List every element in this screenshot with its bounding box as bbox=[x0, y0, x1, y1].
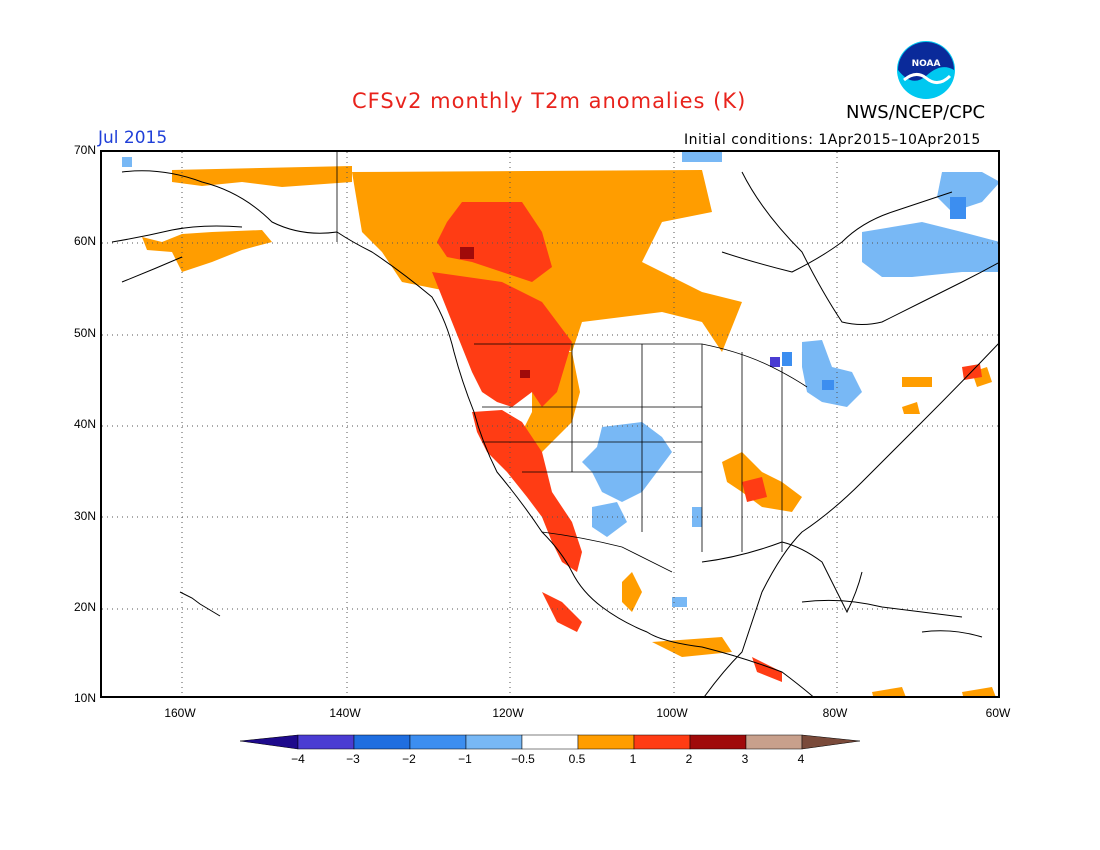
anomaly-map bbox=[100, 150, 1000, 698]
lon-label: 60W bbox=[985, 706, 1011, 720]
map-title: CFSv2 monthly T2m anomalies (K) bbox=[352, 89, 747, 113]
colorbar-label: 0.5 bbox=[568, 752, 586, 766]
svg-text:NOAA: NOAA bbox=[912, 59, 941, 69]
lon-label: 160W bbox=[164, 706, 196, 720]
colorbar-label: −0.5 bbox=[511, 752, 535, 766]
colorbar-label: −1 bbox=[458, 752, 472, 766]
forecast-month: Jul 2015 bbox=[98, 128, 168, 148]
colorbar-segment bbox=[633, 734, 691, 750]
colorbar-label: 1 bbox=[629, 752, 637, 766]
colorbar-segment bbox=[240, 734, 299, 750]
graticule bbox=[102, 152, 998, 696]
colorbar-label: −3 bbox=[346, 752, 360, 766]
map-canvas bbox=[102, 152, 998, 696]
lon-label: 80W bbox=[822, 706, 848, 720]
lat-label: 40N bbox=[73, 417, 96, 431]
anomaly-cool-medium bbox=[782, 197, 966, 390]
colorbar bbox=[240, 734, 861, 750]
colorbar-segment bbox=[689, 734, 747, 750]
colorbar-label: −2 bbox=[402, 752, 416, 766]
lat-label: 10N bbox=[73, 691, 96, 705]
noaa-logo: NOAA bbox=[897, 41, 955, 99]
colorbar-segment bbox=[577, 734, 635, 750]
colorbar-segment bbox=[745, 734, 803, 750]
colorbar-segment bbox=[801, 734, 861, 750]
colorbar-label: 3 bbox=[741, 752, 749, 766]
anomaly-warm-1-2 bbox=[432, 202, 982, 682]
colorbar-label: 2 bbox=[685, 752, 693, 766]
anomaly-warm-2-3 bbox=[460, 247, 530, 378]
lon-label: 120W bbox=[492, 706, 524, 720]
colorbar-segment bbox=[353, 734, 411, 750]
colorbar-segment bbox=[297, 734, 355, 750]
political-borders bbox=[336, 152, 808, 573]
agency-label: NWS/NCEP/CPC bbox=[846, 102, 986, 123]
coastlines bbox=[111, 170, 998, 696]
colorbar-segment bbox=[409, 734, 467, 750]
lat-label: 30N bbox=[73, 509, 96, 523]
colorbar-label: 4 bbox=[797, 752, 805, 766]
initial-conditions: Initial conditions: 1Apr2015–10Apr2015 bbox=[684, 132, 981, 148]
lat-label: 20N bbox=[73, 600, 96, 614]
lat-label: 50N bbox=[73, 326, 96, 340]
lat-label: 60N bbox=[73, 234, 96, 248]
lat-label: 70N bbox=[73, 143, 96, 157]
colorbar-segment bbox=[521, 734, 579, 750]
anomaly-cool-strong bbox=[770, 357, 780, 367]
lon-label: 140W bbox=[329, 706, 361, 720]
colorbar-segment bbox=[465, 734, 523, 750]
lon-label: 100W bbox=[656, 706, 688, 720]
colorbar-label: −4 bbox=[291, 752, 305, 766]
